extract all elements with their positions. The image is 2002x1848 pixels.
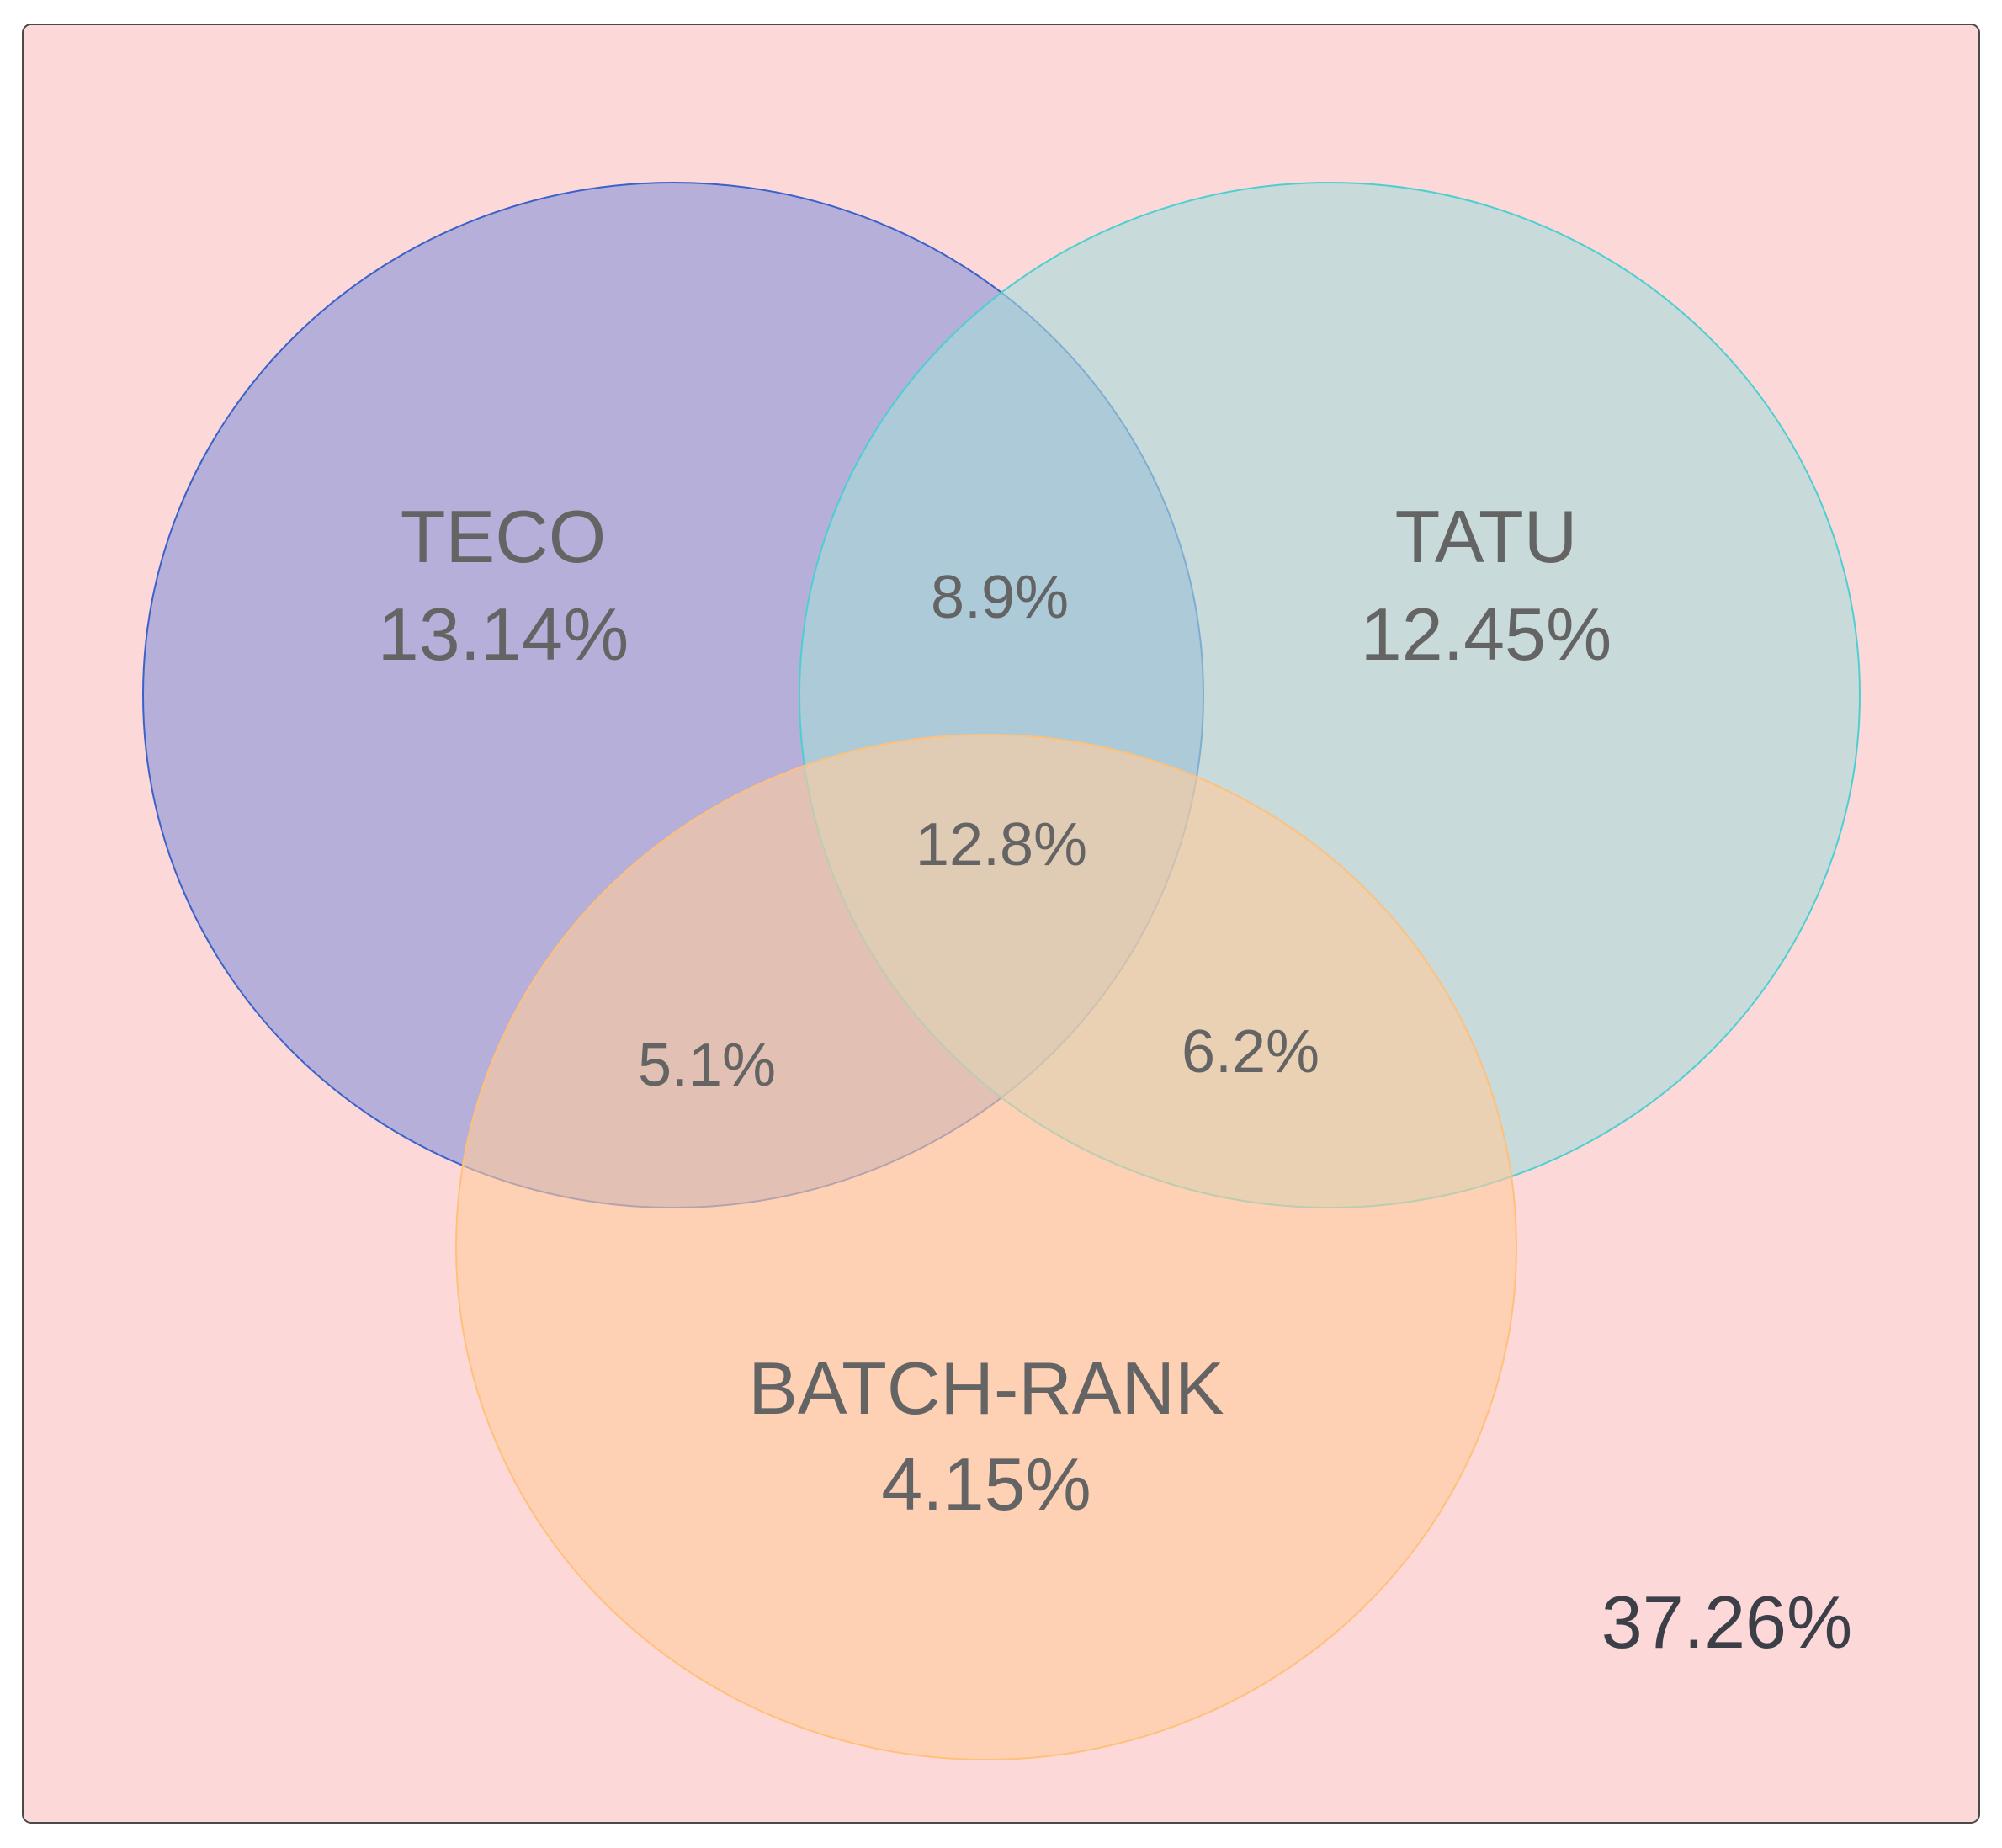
tatu-label: TATU <box>1395 495 1578 578</box>
teco-batch-rank-overlap-value: 5.1% <box>638 1032 776 1099</box>
batch-rank-only-value: 4.15% <box>881 1442 1091 1526</box>
teco-only-value: 13.14% <box>378 592 629 676</box>
teco-tatu-overlap-value: 8.9% <box>931 564 1069 631</box>
tatu-only-value: 12.45% <box>1361 592 1612 676</box>
tatu-batch-rank-overlap-value: 6.2% <box>1182 1018 1320 1086</box>
batch-rank-circle <box>455 734 1517 1760</box>
batch-rank-label: BATCH-RANK <box>748 1346 1224 1430</box>
all-three-overlap-value: 12.8% <box>916 811 1087 879</box>
teco-label: TECO <box>401 495 606 578</box>
outside-value: 37.26% <box>1601 1580 1852 1664</box>
